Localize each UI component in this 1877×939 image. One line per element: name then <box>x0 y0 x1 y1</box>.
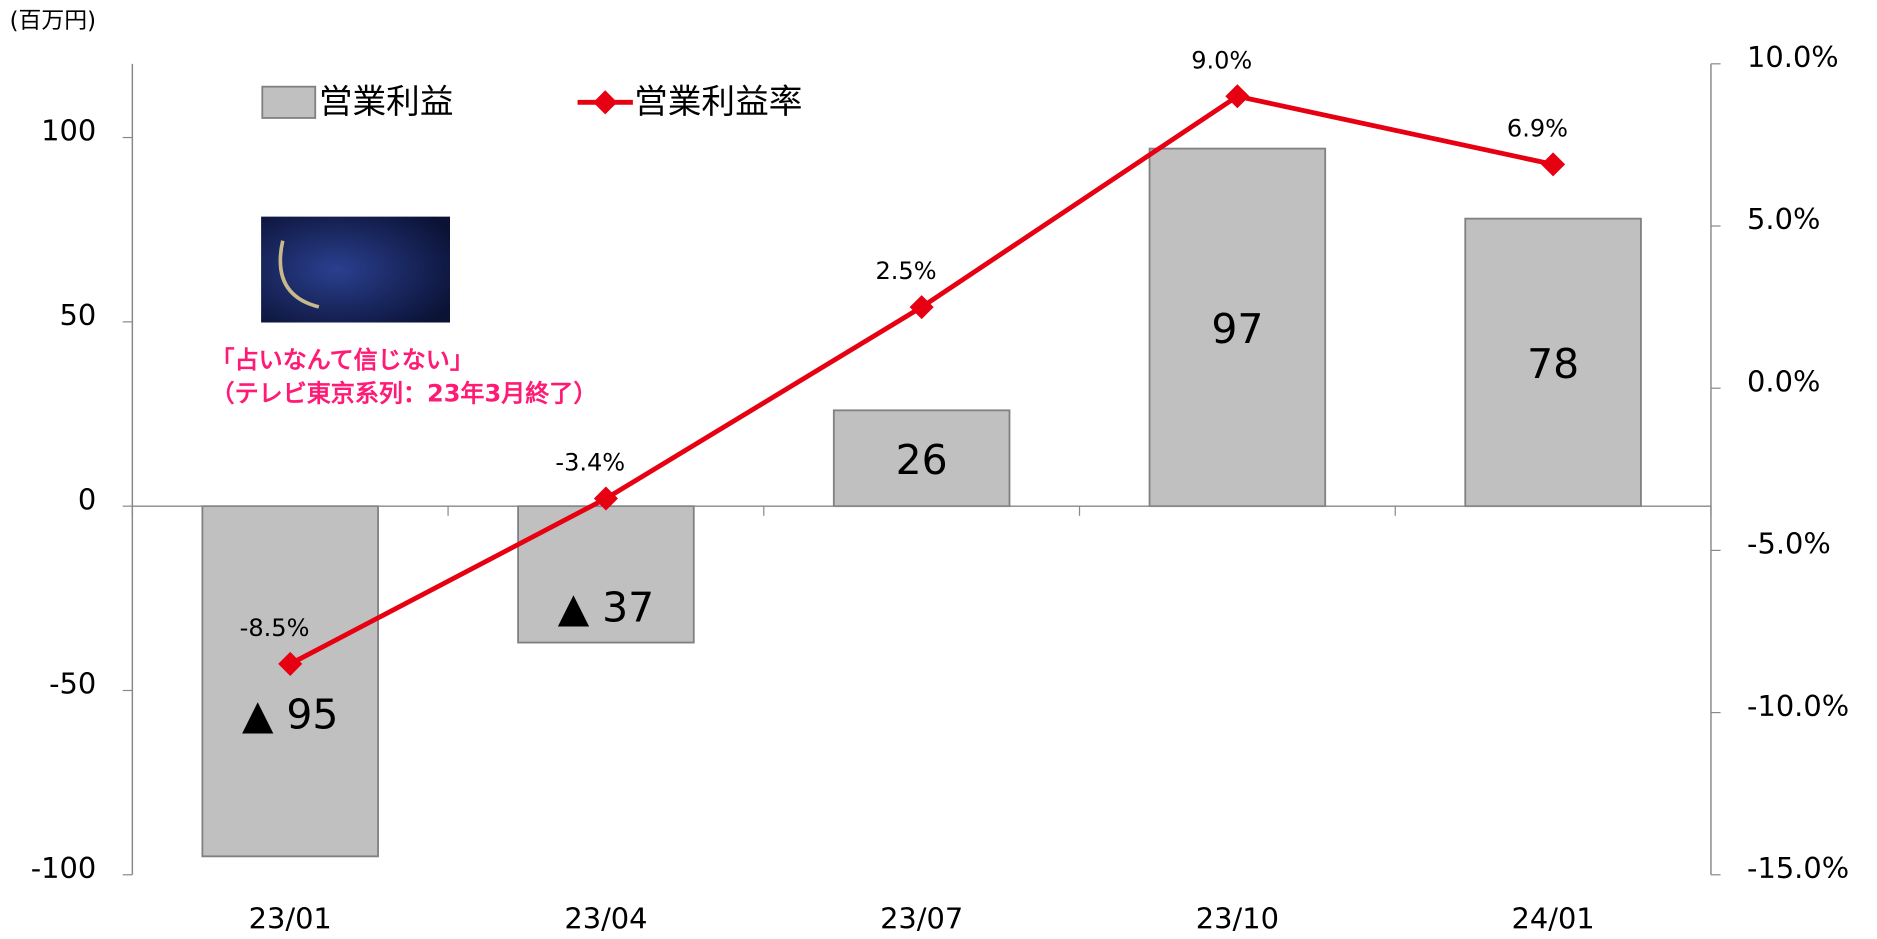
bar-value-label: 78 <box>1527 340 1579 388</box>
y2-tick-label: 10.0% <box>1747 40 1839 74</box>
x-tick-label: 23/10 <box>1196 902 1279 935</box>
annotation: （テレビ東京系列：23年3月終了） <box>211 380 598 408</box>
bar-value-label: 26 <box>896 436 948 484</box>
program-logo <box>261 217 450 323</box>
y-tick-label: 0 <box>78 482 96 516</box>
bar-value-label: ▲ 95 <box>242 690 338 738</box>
bar <box>202 506 378 856</box>
y2-tick-label: 0.0% <box>1747 364 1820 398</box>
line-value-label: -8.5% <box>240 614 310 642</box>
y2-tick-label: -15.0% <box>1747 851 1849 885</box>
line-marker <box>1541 152 1565 176</box>
y-tick-label: 50 <box>60 298 97 332</box>
y2-tick-label: -5.0% <box>1747 527 1831 561</box>
y-tick-label: 100 <box>41 114 96 148</box>
x-tick-label: 23/04 <box>564 902 647 935</box>
y-tick-label: -100 <box>31 851 97 885</box>
y2-tick-label: 5.0% <box>1747 202 1820 236</box>
bar-value-label: ▲ 37 <box>558 583 654 631</box>
line-value-label: 9.0% <box>1191 46 1252 74</box>
x-tick-label: 24/01 <box>1512 902 1595 935</box>
legend-swatch-marker <box>593 90 617 114</box>
line-value-label: 6.9% <box>1507 114 1568 142</box>
page: (百万円) 「占いなんて信じない」 （テレビ東京系列：23年3月終了） -100… <box>0 0 1877 939</box>
line-value-label: 2.5% <box>875 257 936 285</box>
bar-value-label: 97 <box>1211 305 1263 353</box>
annotation: 「占いなんて信じない」 <box>211 346 474 374</box>
y-tick-label: -50 <box>49 667 96 701</box>
unit-label: (百万円) <box>10 8 96 34</box>
x-tick-label: 23/07 <box>880 902 963 935</box>
legend-label: 営業利益 <box>319 82 454 121</box>
y2-tick-label: -10.0% <box>1747 689 1849 723</box>
legend-label: 営業利益率 <box>634 82 802 121</box>
legend-swatch <box>262 87 315 118</box>
chart: (百万円) 「占いなんて信じない」 （テレビ東京系列：23年3月終了） -100… <box>0 0 1877 935</box>
line-value-label: -3.4% <box>555 449 625 477</box>
x-tick-label: 23/01 <box>249 902 332 935</box>
